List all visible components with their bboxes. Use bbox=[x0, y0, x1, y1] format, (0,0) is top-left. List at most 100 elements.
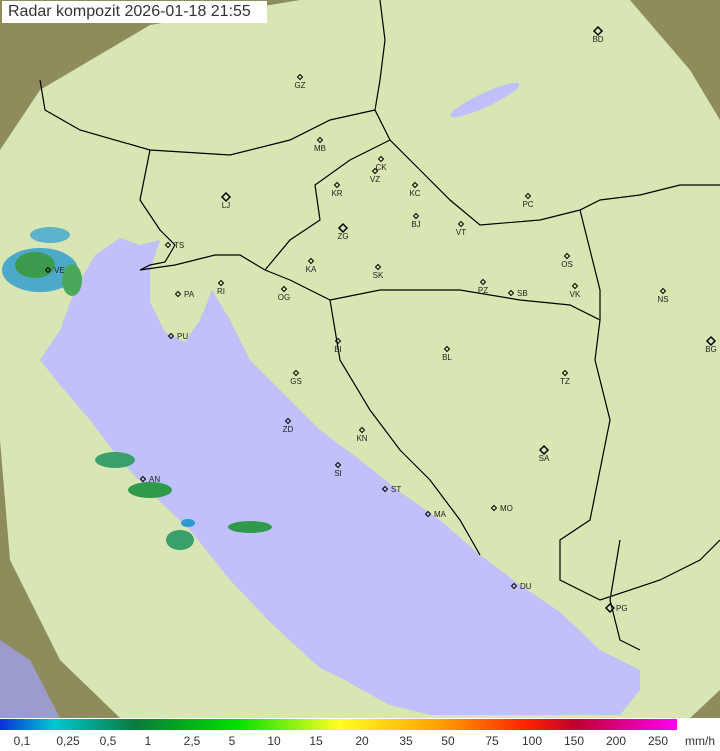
radar-map: GZ BD MB CK VZ KR KC PC LJ ZG BJ VT TS VE RI KA SK OS PA OG… bbox=[0, 0, 720, 718]
legend-tick: 200 bbox=[605, 734, 627, 748]
city-marker-icon bbox=[167, 332, 175, 340]
city-marker-icon bbox=[592, 25, 604, 37]
city-marker-icon bbox=[371, 167, 379, 175]
city-ts: TS bbox=[164, 241, 184, 250]
city-label: KA bbox=[306, 265, 317, 274]
city-label: BJ bbox=[411, 220, 420, 229]
city-marker-icon bbox=[538, 444, 550, 456]
legend-tick: 75 bbox=[485, 734, 499, 748]
city-st: ST bbox=[381, 485, 401, 494]
city-marker-icon bbox=[333, 181, 341, 189]
sea-outside bbox=[0, 640, 60, 718]
city-marker-icon bbox=[524, 192, 532, 200]
city-gs: GS bbox=[290, 369, 302, 386]
city-label: GZ bbox=[294, 81, 305, 90]
legend-ticks: 0,1 0,25 0,5 1 2,5 5 10 15 20 35 50 75 100 150 200 250 m… bbox=[0, 734, 720, 751]
city-marker-icon bbox=[571, 282, 579, 290]
city-marker-icon bbox=[334, 461, 342, 469]
city-label: SB bbox=[517, 289, 528, 298]
city-marker-icon bbox=[424, 510, 432, 518]
city-pc: PC bbox=[522, 192, 534, 209]
city-label: BL bbox=[442, 353, 452, 362]
city-marker-icon bbox=[334, 337, 342, 345]
city-kn: KN bbox=[356, 426, 368, 443]
city-bj: BJ bbox=[411, 212, 421, 229]
city-label: DU bbox=[520, 582, 532, 591]
city-label: BG bbox=[705, 345, 717, 354]
city-marker-icon bbox=[705, 335, 717, 347]
city-label: SK bbox=[373, 271, 384, 280]
city-marker-icon bbox=[337, 222, 349, 234]
city-marker-icon bbox=[307, 257, 315, 265]
city-marker-icon bbox=[563, 252, 571, 260]
city-marker-icon bbox=[358, 426, 366, 434]
city-kc: KC bbox=[409, 181, 421, 198]
city-marker-icon bbox=[510, 582, 518, 590]
city-lj: LJ bbox=[220, 191, 232, 210]
city-label: TZ bbox=[560, 377, 570, 386]
city-bi: BI bbox=[334, 337, 342, 354]
city-marker-icon bbox=[561, 369, 569, 377]
city-si: SI bbox=[334, 461, 342, 478]
city-os: OS bbox=[561, 252, 573, 269]
city-label: VT bbox=[456, 228, 466, 237]
city-marker-icon bbox=[443, 345, 451, 353]
city-marker-icon bbox=[374, 263, 382, 271]
legend-tick: 0,1 bbox=[13, 734, 31, 748]
city-label: MB bbox=[314, 144, 326, 153]
city-label: MA bbox=[434, 510, 447, 519]
lake-balaton bbox=[450, 82, 520, 118]
legend-tick: 15 bbox=[309, 734, 323, 748]
legend-tick: 10 bbox=[267, 734, 281, 748]
city-og: OG bbox=[278, 285, 290, 302]
legend-tick: 250 bbox=[647, 734, 669, 748]
city-label: OS bbox=[561, 260, 573, 269]
city-marker-icon bbox=[284, 417, 292, 425]
city-label: NS bbox=[657, 295, 668, 304]
city-mo: MO bbox=[490, 504, 513, 513]
city-mb: MB bbox=[314, 136, 326, 153]
city-ns: NS bbox=[657, 287, 669, 304]
legend-tick: 50 bbox=[441, 734, 455, 748]
city-label: PU bbox=[177, 332, 188, 341]
city-vt: VT bbox=[456, 220, 466, 237]
city-sk: SK bbox=[373, 263, 384, 280]
city-du: DU bbox=[510, 582, 532, 591]
city-label: PA bbox=[184, 290, 195, 299]
city-sa: SA bbox=[538, 444, 550, 463]
city-marker-icon bbox=[164, 241, 172, 249]
city-marker-icon bbox=[139, 475, 147, 483]
city-label: ST bbox=[391, 485, 401, 494]
legend-tick: 150 bbox=[563, 734, 585, 748]
city-marker-icon bbox=[217, 279, 225, 287]
city-marker-icon bbox=[479, 278, 487, 286]
city-an: AN bbox=[139, 475, 160, 484]
city-label: BI bbox=[334, 345, 342, 354]
city-marker-icon bbox=[220, 191, 232, 203]
adriatic-sea bbox=[40, 238, 640, 715]
city-pg: PG bbox=[604, 602, 628, 614]
city-kr: KR bbox=[331, 181, 343, 198]
city-ck: CK bbox=[375, 155, 387, 172]
legend-tick: 100 bbox=[521, 734, 543, 748]
city-ma: MA bbox=[424, 510, 447, 519]
city-label: VE bbox=[54, 266, 65, 275]
city-tz: TZ bbox=[560, 369, 570, 386]
city-vz: VZ bbox=[370, 167, 380, 184]
city-marker-icon bbox=[44, 266, 52, 274]
city-label: PG bbox=[616, 604, 628, 613]
city-marker-icon bbox=[174, 290, 182, 298]
city-label: KN bbox=[356, 434, 367, 443]
city-label: KR bbox=[331, 189, 342, 198]
city-pz: PZ bbox=[478, 278, 488, 295]
city-marker-icon bbox=[296, 73, 304, 81]
city-bd: BD bbox=[592, 25, 604, 44]
page-title: Radar kompozit 2026-01-18 21:55 bbox=[2, 1, 267, 23]
city-marker-icon bbox=[280, 285, 288, 293]
city-label: PC bbox=[522, 200, 533, 209]
city-marker-icon bbox=[377, 155, 385, 163]
city-label: VK bbox=[570, 290, 581, 299]
city-bl: BL bbox=[442, 345, 452, 362]
legend-colorbar bbox=[0, 719, 677, 730]
